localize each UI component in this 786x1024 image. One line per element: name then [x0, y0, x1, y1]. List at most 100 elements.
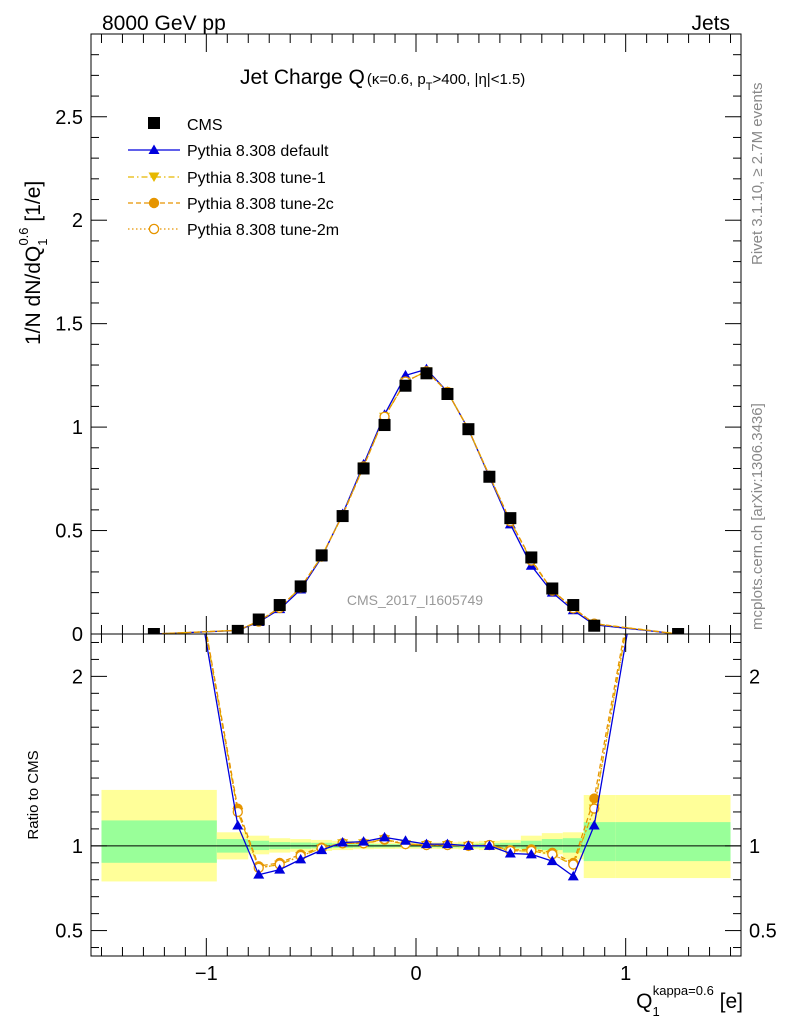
legend-marker-tune-2m: [148, 223, 160, 235]
analysis-watermark: CMS_2017_I1605749: [347, 592, 483, 608]
title-rest: >400, |η|<1.5): [432, 71, 525, 88]
point-pythia-8-308-default: [274, 864, 286, 874]
point-pythia-8-308-default: [400, 835, 412, 845]
point-cms: [420, 367, 433, 380]
point-cms: [672, 628, 685, 634]
point-cms: [231, 624, 244, 634]
point-pythia-8-308-default: [504, 847, 516, 858]
point-pythia-8-308-default: [295, 853, 307, 864]
y-tick-label: 1: [72, 417, 83, 439]
point-pythia-8-308-default: [462, 840, 474, 850]
uncertainty-bands: [101, 789, 731, 882]
point-cms: [483, 470, 496, 483]
point-cms: [378, 419, 391, 432]
ratio-y-axis-label: Ratio to CMS: [25, 750, 42, 839]
point-pythia-8-308-default: [588, 820, 600, 830]
point-pythia-8-308-default: [232, 820, 244, 830]
point-cms: [273, 599, 286, 612]
x-tick-label: −1: [195, 963, 218, 985]
ylabel-unit: [1/e]: [22, 181, 45, 228]
legend: CMS Pythia 8.308 default Pythia 8.308 tu…: [128, 117, 339, 239]
point-pythia-8-308-tune-1: [673, 333, 684, 343]
point-pythia-8-308-default: [567, 870, 579, 881]
point-pythia-8-308-default: [673, 332, 684, 342]
point-pythia-8-308-default: [253, 869, 265, 879]
point-cms: [525, 551, 538, 564]
point-pythia-8-308-default: [483, 840, 495, 850]
y-tick-label: 0.5: [55, 521, 83, 543]
ratio-y-tick-label-right: 2: [749, 666, 760, 688]
point-cms: [588, 619, 601, 632]
ratio-y-tick-label-right: 0.5: [749, 921, 777, 943]
title-main: Jet Charge Q: [240, 66, 365, 89]
point-pythia-8-308-default: [337, 836, 349, 847]
point-pythia-8-308-tune-1: [148, 333, 159, 343]
title-sub: T: [426, 81, 433, 93]
point-cms: [357, 462, 370, 475]
upper-panel: 0 0.5 1 1.5 2 2.5 CMS_2017_I1605749 Jet Charg…: [16, 33, 742, 646]
ratio-y-tick-label-right: 1: [749, 836, 760, 858]
process-label: Jets: [691, 12, 730, 35]
point-cms: [336, 510, 349, 523]
legend-label-default: Pythia 8.308 default: [187, 143, 329, 160]
upper-y-tick-labels: 0 0.5 1 1.5 2 2.5: [55, 107, 83, 646]
title-kappa: (κ=0.6, p: [367, 71, 426, 88]
legend-label-tune-2c: Pythia 8.308 tune-2c: [187, 196, 334, 213]
point-pythia-8-308-tune-2c: [149, 332, 159, 342]
band-green: [541, 839, 563, 851]
lower-panel: 0.5 0.51 12 2 −1 0 1 Ratio to CMS Q1kappa=0.6…: [25, 332, 777, 1019]
chart-title: Jet Charge Q (κ=0.6, pT>400, |η|<1.5): [240, 66, 525, 93]
xlabel-main: Q: [636, 990, 652, 1013]
point-pythia-8-308-default: [379, 831, 391, 842]
lower-y-tick-labels: 0.5 0.5 1 1 2 2: [55, 666, 777, 942]
point-pythia-8-308-default: [148, 332, 159, 342]
x-axis-label: Q1 kappa=0.6 [e]: [636, 983, 743, 1019]
ratio-y-tick-label-left: 1: [72, 836, 83, 858]
point-pythia-8-308-tune-2m: [674, 333, 683, 342]
upper-data: [147, 363, 685, 634]
legend-entry-tune-1: Pythia 8.308 tune-1: [128, 170, 326, 187]
upper-ticks: [91, 34, 741, 635]
legend-marker-tune-1: [148, 172, 160, 182]
point-cms: [294, 580, 307, 593]
series-line-pythia-8-308-default: [204, 634, 628, 878]
legend-label-cms: CMS: [187, 117, 223, 134]
xlabel-sup: kappa=0.6: [653, 983, 714, 998]
ylabel-sup: 0.6: [16, 227, 31, 245]
ratio-y-tick-label-left: 0.5: [55, 921, 83, 943]
energy-label: 8000 GeV pp: [102, 12, 226, 35]
mcplots-label: mcplots.cern.ch [arXiv:1306.3436]: [749, 403, 766, 630]
ratio-data: [148, 332, 684, 881]
point-pythia-8-308-default: [420, 838, 432, 849]
band-green: [615, 822, 731, 862]
y-tick-label: 2.5: [55, 107, 83, 129]
point-cms: [462, 423, 475, 436]
legend-entry-cms: CMS: [148, 117, 223, 134]
point-cms: [147, 628, 160, 634]
band-green: [101, 820, 217, 863]
point-pythia-8-308-default: [546, 855, 558, 866]
point-cms: [399, 379, 412, 392]
legend-label-tune-1: Pythia 8.308 tune-1: [187, 170, 326, 187]
legend-entry-tune-2c: Pythia 8.308 tune-2c: [128, 196, 334, 213]
y-tick-label: 2: [72, 210, 83, 232]
ylabel-sub: 1: [35, 239, 50, 246]
point-pythia-8-308-default: [441, 838, 453, 849]
x-tick-label: 1: [620, 963, 631, 985]
ratio-y-tick-label-left: 2: [72, 666, 83, 688]
point-pythia-8-308-tune-2m: [149, 333, 158, 342]
point-cms: [546, 582, 559, 595]
upper-y-axis-label: 1/N dN/dQ1 0.6 [1/e]: [16, 181, 50, 345]
point-cms: [504, 512, 517, 525]
legend-entry-default: Pythia 8.308 default: [128, 143, 329, 160]
point-pythia-8-308-default: [525, 848, 537, 859]
y-tick-label: 1.5: [55, 314, 83, 336]
legend-entry-tune-2m: Pythia 8.308 tune-2m: [128, 222, 339, 239]
rivet-version-label: Rivet 3.1.10, ≥ 2.7M events: [749, 83, 766, 266]
point-cms: [441, 388, 454, 400]
band-green: [583, 822, 616, 862]
legend-label-tune-2m: Pythia 8.308 tune-2m: [187, 222, 339, 239]
legend-marker-cms: [148, 117, 160, 129]
point-cms: [567, 599, 580, 612]
point-pythia-8-308-default: [316, 844, 328, 855]
